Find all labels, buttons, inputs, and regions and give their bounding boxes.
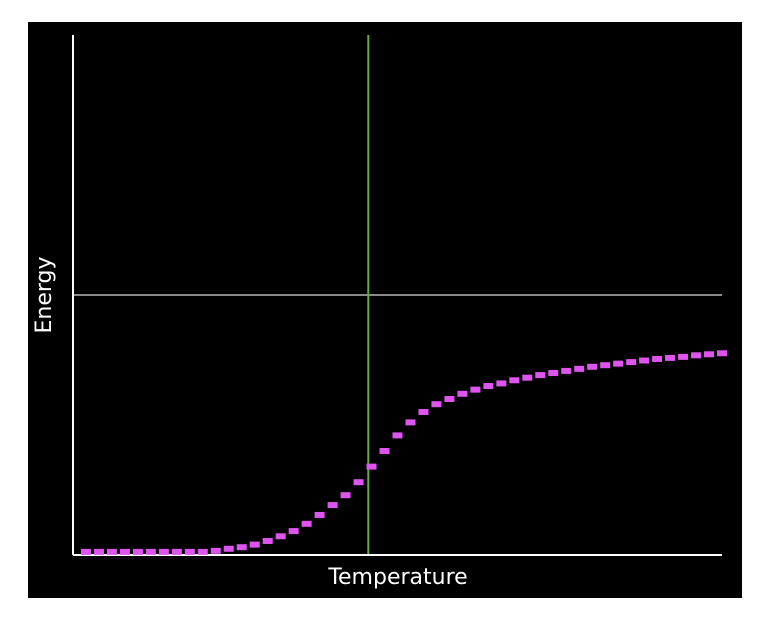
point: [119, 548, 130, 555]
point: [223, 545, 234, 552]
point: [158, 548, 169, 555]
point: [262, 537, 273, 544]
point: [704, 351, 715, 358]
point: [652, 355, 663, 362]
point: [353, 479, 364, 486]
point: [379, 448, 390, 454]
point: [184, 548, 195, 555]
point: [561, 367, 572, 374]
point: [288, 528, 299, 535]
point: [665, 354, 676, 361]
x-axis-label: Temperature: [327, 565, 467, 590]
point: [691, 352, 702, 359]
plot-background: [28, 22, 742, 598]
point: [522, 374, 533, 381]
point: [301, 520, 312, 527]
point: [574, 365, 585, 372]
point: [613, 360, 624, 367]
point: [717, 350, 727, 357]
point: [197, 548, 208, 555]
point: [275, 533, 286, 540]
point: [171, 548, 182, 555]
point: [470, 386, 481, 393]
point: [327, 502, 338, 509]
point: [106, 548, 117, 555]
y-axis-label: Energy: [32, 256, 57, 333]
point: [444, 396, 455, 402]
point: [678, 353, 689, 360]
point: [366, 463, 377, 470]
point: [509, 377, 520, 384]
point: [457, 390, 468, 397]
point: [535, 372, 546, 379]
point: [626, 359, 637, 366]
point: [132, 548, 143, 555]
point: [392, 432, 403, 439]
point: [600, 362, 611, 369]
point: [483, 383, 494, 389]
point: [340, 492, 351, 499]
point: [93, 548, 104, 555]
point: [210, 547, 221, 554]
point: [587, 363, 598, 370]
point: [431, 401, 442, 408]
point: [314, 511, 325, 518]
point: [236, 544, 247, 551]
point: [145, 548, 156, 555]
point: [418, 409, 429, 415]
point: [80, 548, 91, 555]
point: [496, 380, 507, 387]
point: [405, 419, 416, 426]
point: [249, 541, 260, 548]
point: [639, 357, 650, 364]
point: [548, 370, 559, 376]
